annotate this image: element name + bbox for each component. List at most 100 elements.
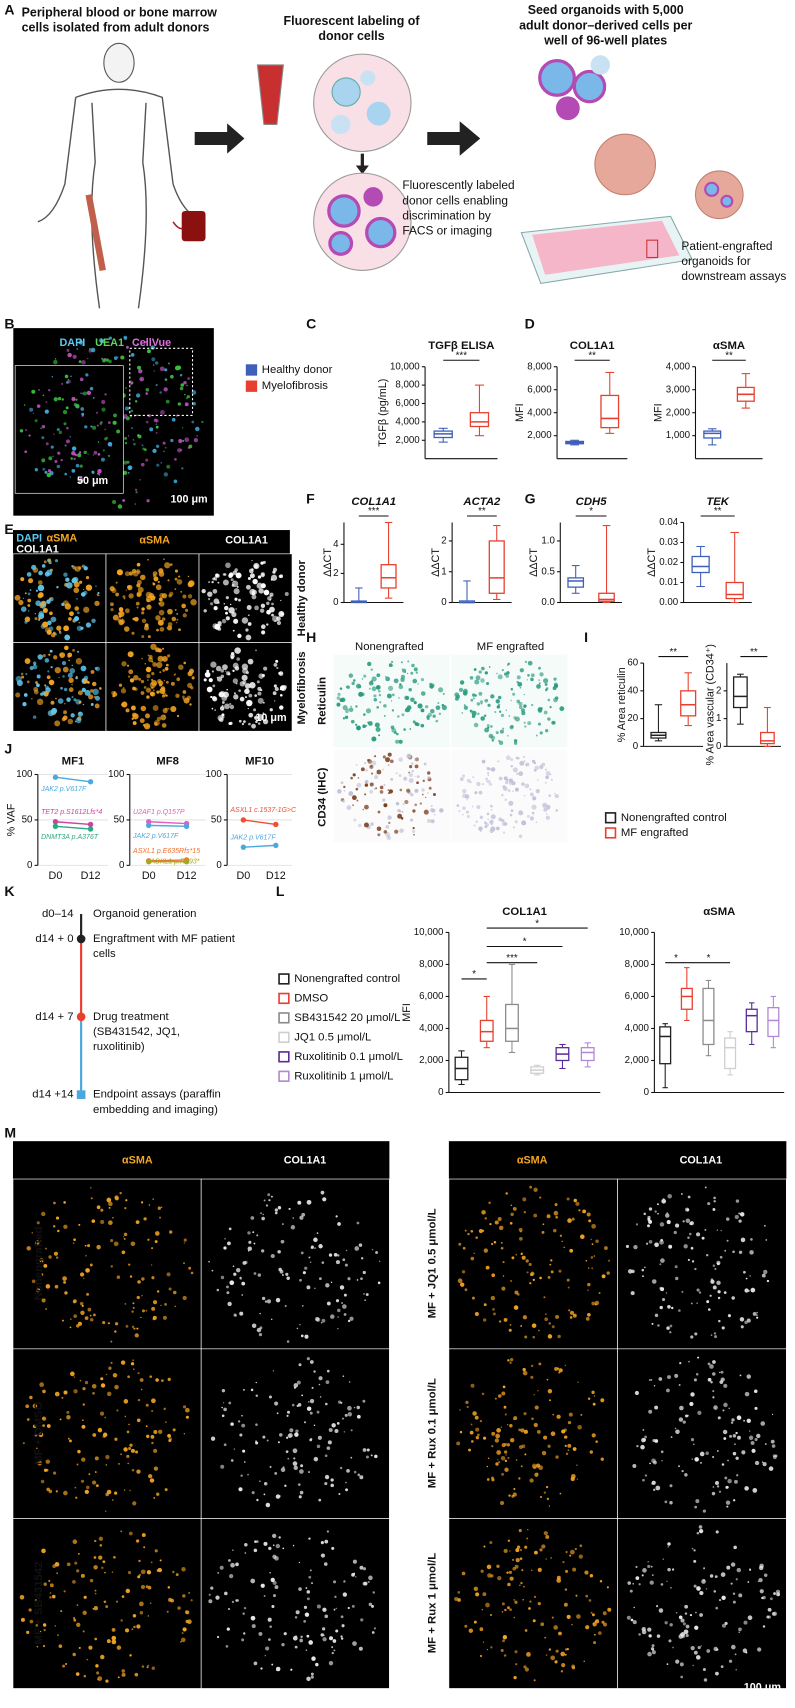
texture: [225, 562, 231, 568]
texture: [515, 1663, 517, 1665]
texture: [128, 675, 130, 677]
texture: [506, 1571, 508, 1573]
texture: [127, 461, 130, 464]
texture: [345, 1488, 348, 1491]
time-label: d14 + 7: [35, 1011, 73, 1023]
texture: [138, 1560, 140, 1562]
texture: [524, 1546, 527, 1549]
texture: [153, 1497, 155, 1499]
texture: [281, 1240, 285, 1244]
texture: [114, 1241, 119, 1246]
row-label: MF + JQ1 0.5 μmol/L: [427, 1208, 439, 1318]
texture: [66, 439, 70, 443]
y-tick-label: 0: [438, 1087, 444, 1098]
texture: [696, 1302, 698, 1304]
texture: [90, 1264, 93, 1267]
texture: [398, 697, 399, 698]
texture: [491, 1445, 493, 1447]
texture: [710, 1574, 713, 1577]
texture: [273, 1594, 276, 1597]
texture: [276, 1298, 280, 1302]
texture: [694, 1332, 697, 1335]
texture: [527, 674, 530, 677]
texture: [511, 765, 513, 767]
texture: [151, 1442, 153, 1444]
texture: [512, 1559, 514, 1561]
texture: [549, 1264, 551, 1266]
texture: [476, 805, 480, 809]
texture: [510, 1280, 512, 1282]
texture: [648, 1220, 652, 1224]
texture: [42, 1390, 46, 1394]
texture: [490, 725, 493, 728]
texture: [397, 715, 399, 717]
texture: [253, 563, 259, 569]
texture: [466, 799, 467, 800]
texture: [539, 682, 541, 684]
texture: [555, 1315, 559, 1319]
texture: [53, 655, 57, 659]
texture: [125, 387, 127, 389]
texture: [361, 1257, 363, 1259]
step-note: FACS or imaging: [402, 224, 492, 238]
texture: [299, 1279, 302, 1282]
texture: [378, 811, 381, 814]
texture: [534, 1473, 538, 1477]
texture: [76, 718, 82, 724]
texture: [132, 1469, 135, 1472]
texture: [579, 1554, 583, 1558]
texture: [295, 1635, 297, 1637]
texture: [156, 1240, 158, 1242]
texture: [138, 369, 142, 373]
texture: [336, 1299, 339, 1302]
texture: [57, 465, 61, 469]
texture: [679, 1384, 681, 1386]
texture: [180, 1641, 181, 1642]
texture: [144, 626, 149, 631]
texture: [275, 1208, 278, 1211]
texture: [371, 668, 373, 670]
step-text: cells isolated from adult donors: [22, 20, 210, 34]
texture: [523, 1586, 525, 1588]
texture: [544, 1492, 546, 1494]
texture: [127, 1431, 130, 1434]
texture: [84, 1675, 87, 1678]
texture: [155, 1549, 158, 1552]
texture: [120, 355, 124, 359]
texture: [76, 598, 78, 600]
texture: [356, 788, 359, 791]
texture: [159, 1217, 161, 1219]
texture: [337, 1222, 341, 1226]
texture: [348, 1320, 350, 1322]
texture: [337, 1316, 339, 1318]
texture: [680, 1662, 684, 1666]
texture: [502, 1639, 505, 1642]
texture: [647, 1224, 650, 1227]
texture: [392, 693, 395, 696]
texture: [128, 593, 133, 598]
texture: [151, 1435, 155, 1439]
texture: [491, 767, 495, 771]
texture: [141, 691, 145, 695]
texture: [401, 713, 404, 716]
texture: [689, 1233, 692, 1236]
texture: [15, 595, 21, 601]
texture: [262, 1214, 264, 1216]
texture: [649, 1207, 652, 1210]
texture: [538, 1465, 539, 1466]
texture: [203, 609, 206, 612]
texture: [80, 393, 81, 394]
texture: [249, 694, 253, 698]
texture: [470, 676, 474, 680]
texture: [182, 1594, 185, 1597]
texture: [264, 590, 270, 596]
texture: [510, 1204, 512, 1206]
texture: [121, 661, 126, 666]
texture: [123, 687, 124, 688]
texture: [258, 673, 264, 679]
texture: [362, 1400, 365, 1403]
sig-label: **: [725, 350, 733, 361]
texture: [715, 1575, 718, 1578]
texture: [599, 1292, 601, 1294]
texture: [178, 439, 182, 443]
